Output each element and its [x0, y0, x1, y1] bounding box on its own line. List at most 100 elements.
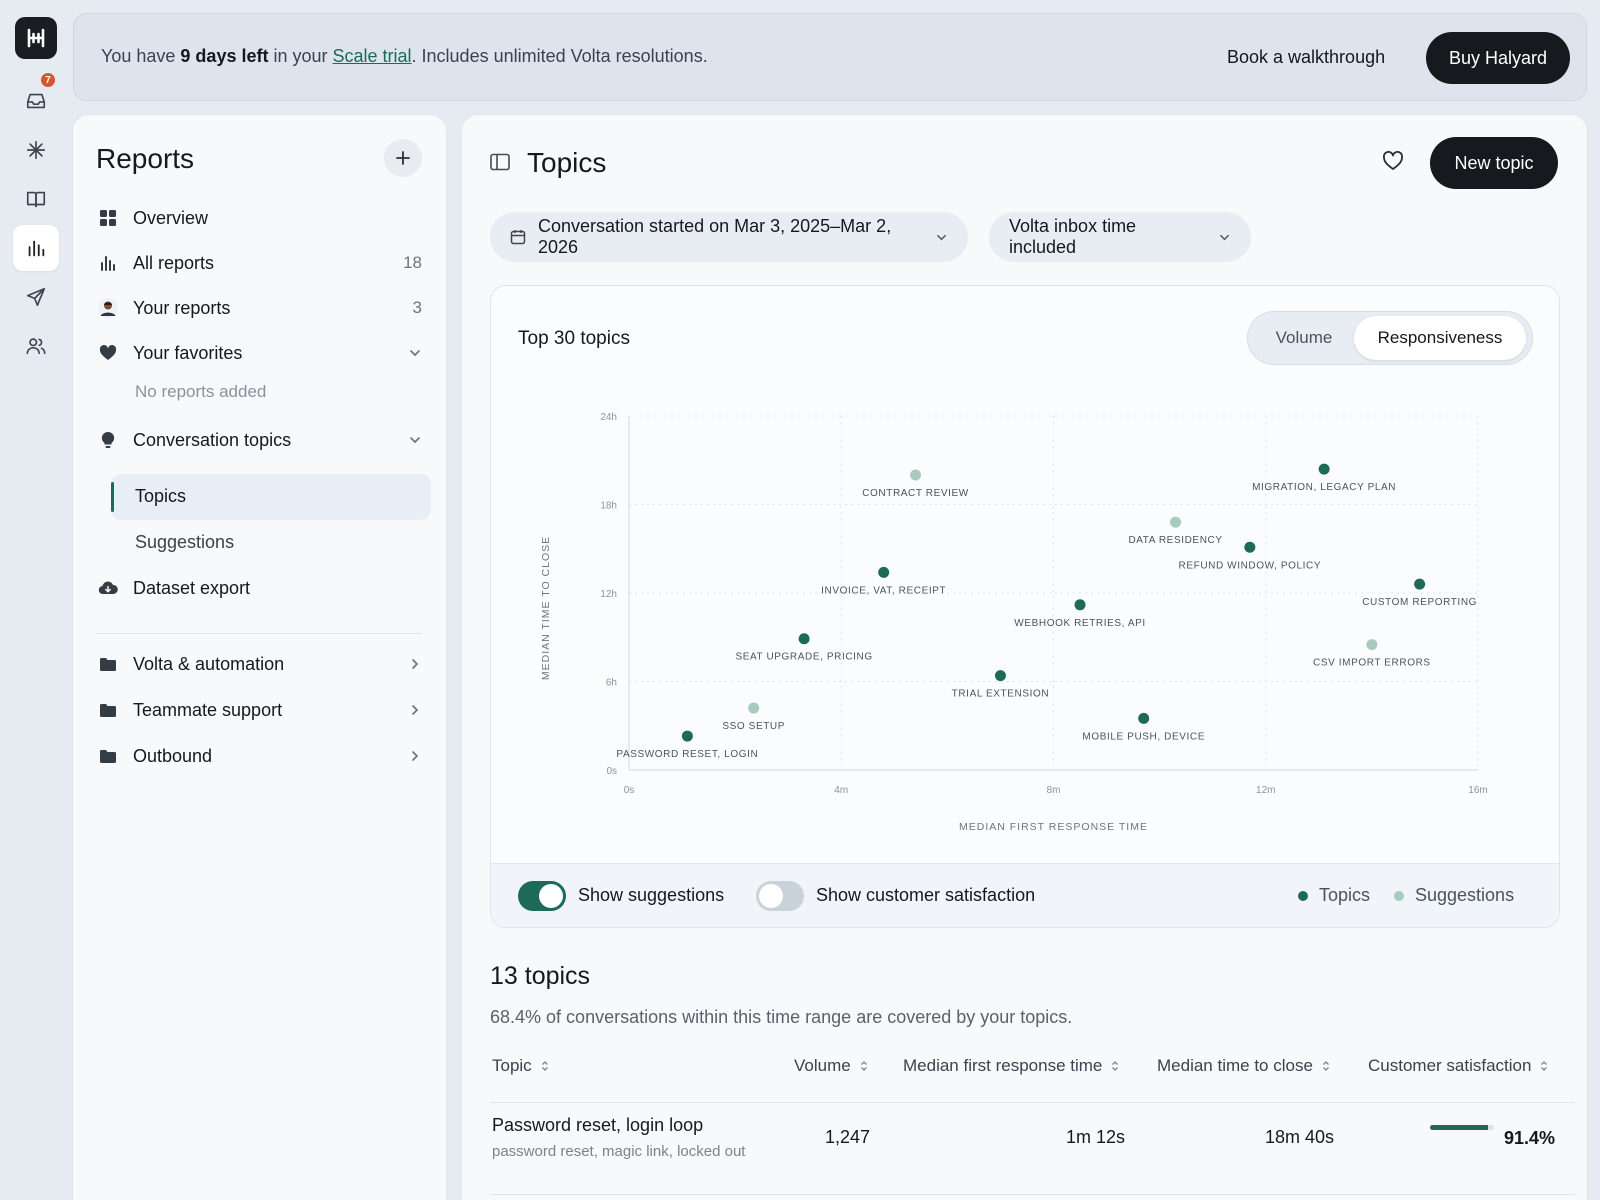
sidebar-item-label: Conversation topics	[133, 429, 292, 450]
sidebar-divider	[96, 633, 422, 634]
sidebar-folder-teammate-support[interactable]: Teammate support	[96, 695, 422, 725]
sidebar-toggle-icon[interactable]	[490, 153, 510, 176]
topics-main-panel: Topics New topic Conversation started on…	[462, 115, 1587, 1200]
sidebar-folder-outbound[interactable]: Outbound	[96, 741, 422, 771]
topic-point[interactable]	[1138, 712, 1150, 724]
column-header-first-response[interactable]: Median first response time	[903, 1056, 1119, 1076]
sidebar-item-topics-label[interactable]: Topics	[135, 486, 187, 506]
favorite-heart-icon[interactable]	[1382, 151, 1404, 176]
sidebar-title: Reports	[96, 143, 195, 174]
topic-point[interactable]	[1414, 578, 1426, 590]
send-icon	[26, 287, 46, 307]
suggestion-point[interactable]	[1170, 516, 1182, 528]
rail-reports-button[interactable]	[13, 225, 59, 271]
toggle-knob	[539, 884, 563, 908]
topic-point[interactable]	[878, 566, 890, 578]
reports-sidebar: Reports Overview All reports 18 Your rep…	[73, 115, 446, 1200]
point-label: CONTRACT REVIEW	[862, 488, 969, 499]
column-header-topic[interactable]: Topic	[492, 1056, 549, 1076]
book-walkthrough-link[interactable]: Book a walkthrough	[1227, 47, 1386, 67]
column-header-time-to-close[interactable]: Median time to close	[1157, 1056, 1330, 1076]
sidebar-item-all-reports[interactable]: All reports 18	[96, 248, 422, 278]
inbox-icon	[26, 93, 46, 109]
rail-contacts-button[interactable]	[13, 323, 59, 369]
sort-icon	[860, 1060, 868, 1072]
sidebar-item-topics[interactable]	[111, 474, 431, 520]
chart-title: Top 30 topics	[518, 328, 630, 349]
show-suggestions-toggle[interactable]	[518, 881, 566, 911]
point-label: MIGRATION, LEGACY PLAN	[1252, 482, 1396, 493]
trial-days-left: 9 days left	[180, 46, 269, 66]
topic-point[interactable]	[798, 633, 810, 645]
app-logo[interactable]	[15, 17, 57, 59]
sidebar-folder-label: Teammate support	[133, 699, 283, 720]
new-topic-button[interactable]: New topic	[1430, 137, 1558, 189]
legend-topics-dot	[1298, 891, 1308, 901]
sidebar-item-dataset-export[interactable]: Dataset export	[96, 573, 422, 603]
topics-scatter-chart[interactable]: 0s 6h 12h 18h 24h 0s 4m 8m 12m 16m MEDIAN FIRST RE…	[491, 286, 1560, 863]
add-report-button[interactable]	[384, 139, 422, 177]
app-rail: 7	[0, 0, 72, 1200]
all-reports-count: 18	[403, 253, 422, 272]
buy-halyard-button[interactable]: Buy Halyard	[1426, 32, 1570, 84]
topic-point[interactable]	[994, 670, 1006, 682]
topic-point[interactable]	[681, 730, 693, 742]
trial-message-suffix: . Includes unlimited Volta resolutions.	[411, 46, 708, 66]
scale-trial-link[interactable]: Scale trial	[332, 46, 412, 66]
topic-name[interactable]: Password reset, login loop	[492, 1115, 704, 1135]
sidebar-folder-volta[interactable]: Volta & automation	[96, 649, 422, 679]
column-header-csat[interactable]: Customer satisfaction	[1368, 1056, 1548, 1076]
point-label: CUSTOM REPORTING	[1362, 597, 1477, 608]
topic-first-response: 1m 12s	[1066, 1127, 1126, 1147]
volta-inbox-filter[interactable]: Volta inbox time included	[989, 212, 1251, 262]
chevron-right-icon[interactable]	[408, 657, 422, 671]
suggestion-point[interactable]	[1366, 639, 1378, 651]
point-label: INVOICE, VAT, RECEIPT	[821, 585, 946, 596]
topic-point[interactable]	[1318, 463, 1330, 475]
rail-knowledge-button[interactable]	[13, 176, 59, 222]
sort-icon	[1322, 1060, 1330, 1072]
active-indicator	[111, 482, 114, 512]
sidebar-item-suggestions[interactable]: Suggestions	[135, 532, 235, 552]
chart-footer: Show suggestions Show customer satisfact…	[491, 863, 1559, 927]
topics-count-heading: 13 topics	[490, 962, 591, 990]
bar-chart-icon	[96, 251, 120, 275]
sidebar-item-overview[interactable]: Overview	[96, 203, 422, 233]
sort-icon	[541, 1060, 549, 1072]
point-label: CSV IMPORT ERRORS	[1313, 658, 1431, 669]
sidebar-folder-label: Outbound	[133, 745, 213, 766]
column-header-volume[interactable]: Volume	[794, 1056, 868, 1076]
sidebar-item-your-favorites[interactable]: Your favorites	[96, 338, 422, 368]
rail-volta-button[interactable]	[13, 127, 59, 173]
y-tick-label: 6h	[606, 678, 617, 689]
folder-icon	[96, 698, 120, 722]
chevron-down-icon[interactable]	[408, 433, 422, 447]
segment-responsiveness[interactable]: Responsiveness	[1354, 316, 1526, 360]
bar-chart-icon	[28, 240, 45, 257]
sort-icon	[1540, 1060, 1548, 1072]
show-csat-toggle[interactable]	[756, 881, 804, 911]
topic-point[interactable]	[1074, 599, 1086, 611]
topic-csat: 91.4%	[1504, 1128, 1556, 1148]
rail-inbox-button[interactable]: 7	[13, 72, 59, 124]
suggestion-point[interactable]	[748, 702, 760, 714]
point-label: SSO SETUP	[722, 721, 785, 732]
topics-coverage-text: 68.4% of conversations within this time …	[490, 1007, 1073, 1027]
folder-icon	[96, 744, 120, 768]
chevron-right-icon[interactable]	[408, 703, 422, 717]
chevron-right-icon[interactable]	[408, 749, 422, 763]
users-icon	[26, 338, 46, 355]
grid-icon	[96, 206, 120, 230]
topic-point[interactable]	[1244, 541, 1256, 553]
inbox-unread-badge: 7	[40, 72, 56, 88]
rail-outbound-button[interactable]	[13, 274, 59, 320]
suggestion-point[interactable]	[910, 469, 922, 481]
date-range-filter[interactable]: Conversation started on Mar 3, 2025–Mar …	[490, 212, 968, 262]
sidebar-item-your-reports[interactable]: Your reports 3	[96, 293, 422, 323]
chevron-down-icon[interactable]	[408, 346, 422, 360]
y-tick-label: 18h	[600, 501, 617, 512]
topic-keywords: password reset, magic link, locked out	[492, 1143, 746, 1160]
sidebar-item-conversation-topics[interactable]: Conversation topics	[96, 425, 422, 455]
sidebar-item-label: Dataset export	[133, 577, 251, 598]
segment-volume[interactable]: Volume	[1275, 328, 1333, 347]
